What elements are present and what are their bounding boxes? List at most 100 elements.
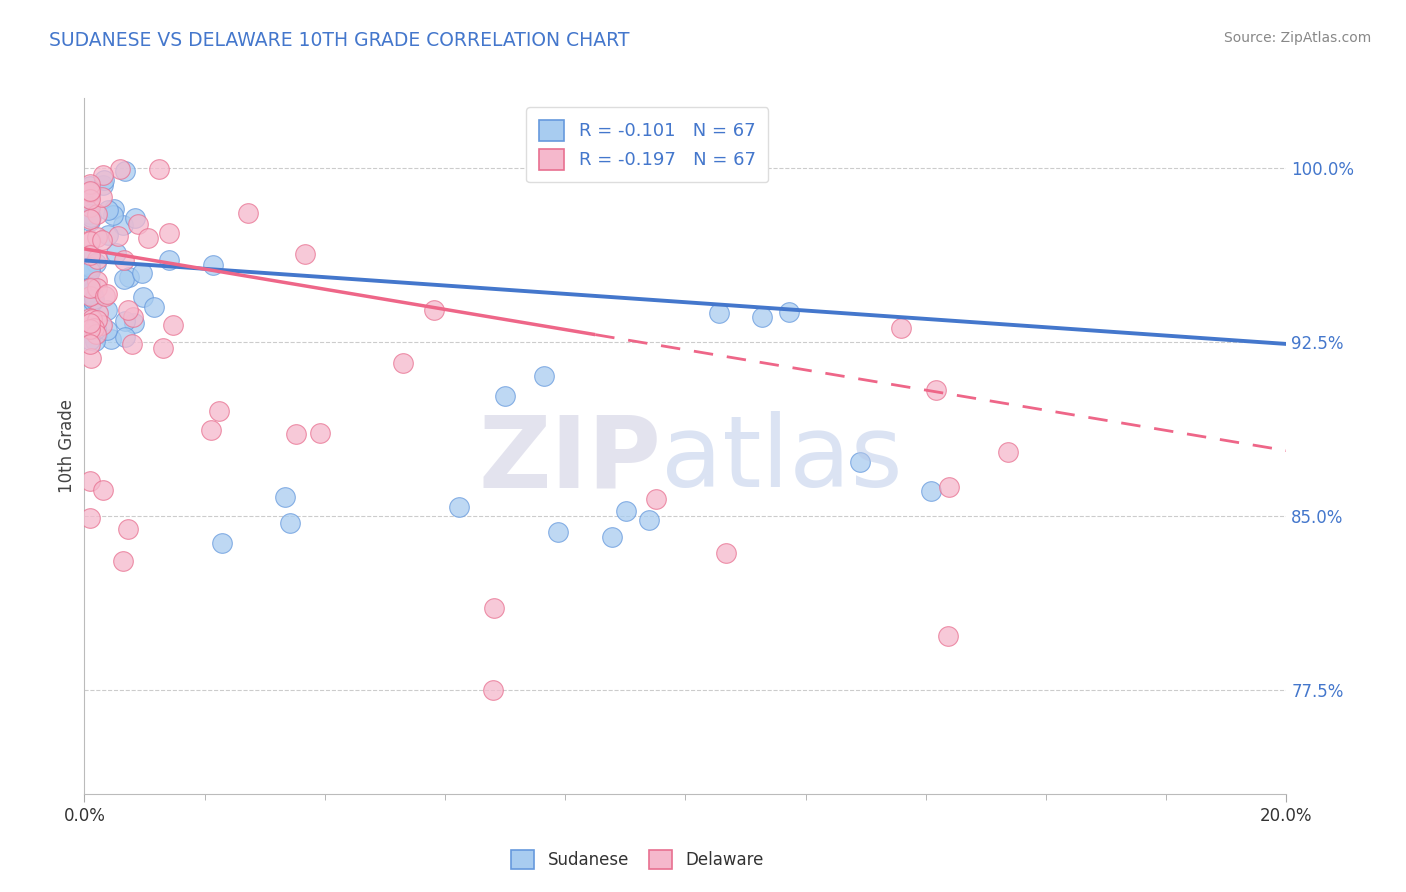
- Point: [79, 280, 101, 294]
- Point: [284, 426, 307, 441]
- Point: [79, 337, 101, 351]
- Point: [127, 217, 149, 231]
- Point: [79, 320, 101, 334]
- Point: [97, 202, 120, 217]
- Point: [79, 247, 101, 261]
- Point: [157, 226, 180, 240]
- Point: [79, 186, 101, 201]
- Point: [83, 292, 105, 306]
- Point: [79, 185, 101, 199]
- Y-axis label: 10th Grade: 10th Grade: [58, 399, 76, 493]
- Point: [122, 316, 145, 330]
- Point: [79, 319, 101, 334]
- Point: [79, 200, 101, 214]
- Point: [112, 219, 135, 233]
- Point: [148, 161, 170, 176]
- Point: [494, 389, 516, 403]
- Point: [600, 530, 623, 544]
- Point: [142, 300, 165, 314]
- Point: [84, 322, 107, 336]
- Point: [80, 210, 103, 224]
- Point: [121, 337, 143, 351]
- Point: [79, 285, 101, 299]
- Point: [86, 252, 108, 266]
- Point: [112, 271, 135, 285]
- Point: [136, 231, 159, 245]
- Point: [533, 368, 555, 383]
- Point: [93, 173, 115, 187]
- Point: [86, 326, 108, 341]
- Point: [162, 318, 184, 332]
- Point: [79, 235, 101, 249]
- Point: [93, 483, 115, 497]
- Point: [79, 276, 101, 290]
- Point: [86, 256, 108, 270]
- Point: [107, 228, 129, 243]
- Point: [91, 178, 114, 192]
- Point: [91, 168, 114, 182]
- Point: [79, 260, 101, 274]
- Point: [79, 318, 101, 333]
- Point: [90, 190, 112, 204]
- Point: [79, 277, 101, 291]
- Point: [121, 310, 143, 325]
- Point: [86, 313, 108, 327]
- Point: [778, 305, 800, 319]
- Point: [96, 287, 118, 301]
- Point: [447, 500, 470, 515]
- Point: [392, 356, 415, 370]
- Point: [644, 492, 666, 507]
- Legend: Sudanese, Delaware: Sudanese, Delaware: [505, 844, 770, 876]
- Point: [103, 202, 125, 217]
- Point: [87, 306, 110, 320]
- Point: [101, 208, 124, 222]
- Point: [997, 445, 1019, 459]
- Point: [79, 292, 101, 306]
- Point: [117, 302, 139, 317]
- Point: [79, 184, 101, 198]
- Point: [79, 214, 101, 228]
- Point: [79, 321, 101, 335]
- Point: [79, 233, 101, 247]
- Point: [79, 288, 101, 302]
- Point: [82, 288, 104, 302]
- Point: [152, 341, 174, 355]
- Point: [79, 177, 101, 191]
- Point: [94, 288, 117, 302]
- Point: [114, 313, 136, 327]
- Point: [80, 311, 103, 326]
- Point: [79, 281, 101, 295]
- Text: ZIP: ZIP: [478, 411, 661, 508]
- Point: [86, 207, 108, 221]
- Point: [79, 262, 101, 277]
- Point: [423, 302, 446, 317]
- Point: [84, 326, 107, 341]
- Point: [132, 290, 155, 304]
- Text: SUDANESE VS DELAWARE 10TH GRADE CORRELATION CHART: SUDANESE VS DELAWARE 10TH GRADE CORRELAT…: [49, 31, 630, 50]
- Point: [111, 554, 134, 568]
- Point: [849, 455, 872, 469]
- Point: [274, 490, 297, 504]
- Point: [83, 334, 105, 348]
- Point: [79, 511, 101, 525]
- Point: [108, 162, 131, 177]
- Point: [114, 163, 136, 178]
- Point: [211, 536, 233, 550]
- Point: [79, 474, 101, 488]
- Point: [716, 546, 738, 560]
- Point: [207, 403, 229, 417]
- Point: [890, 321, 912, 335]
- Point: [200, 424, 222, 438]
- Point: [925, 384, 948, 398]
- Point: [638, 513, 661, 527]
- Point: [117, 522, 139, 536]
- Text: atlas: atlas: [661, 411, 903, 508]
- Point: [91, 318, 114, 332]
- Point: [547, 524, 569, 539]
- Point: [709, 306, 731, 320]
- Point: [79, 351, 101, 366]
- Point: [96, 323, 118, 337]
- Point: [118, 269, 141, 284]
- Point: [79, 248, 101, 262]
- Point: [79, 207, 101, 221]
